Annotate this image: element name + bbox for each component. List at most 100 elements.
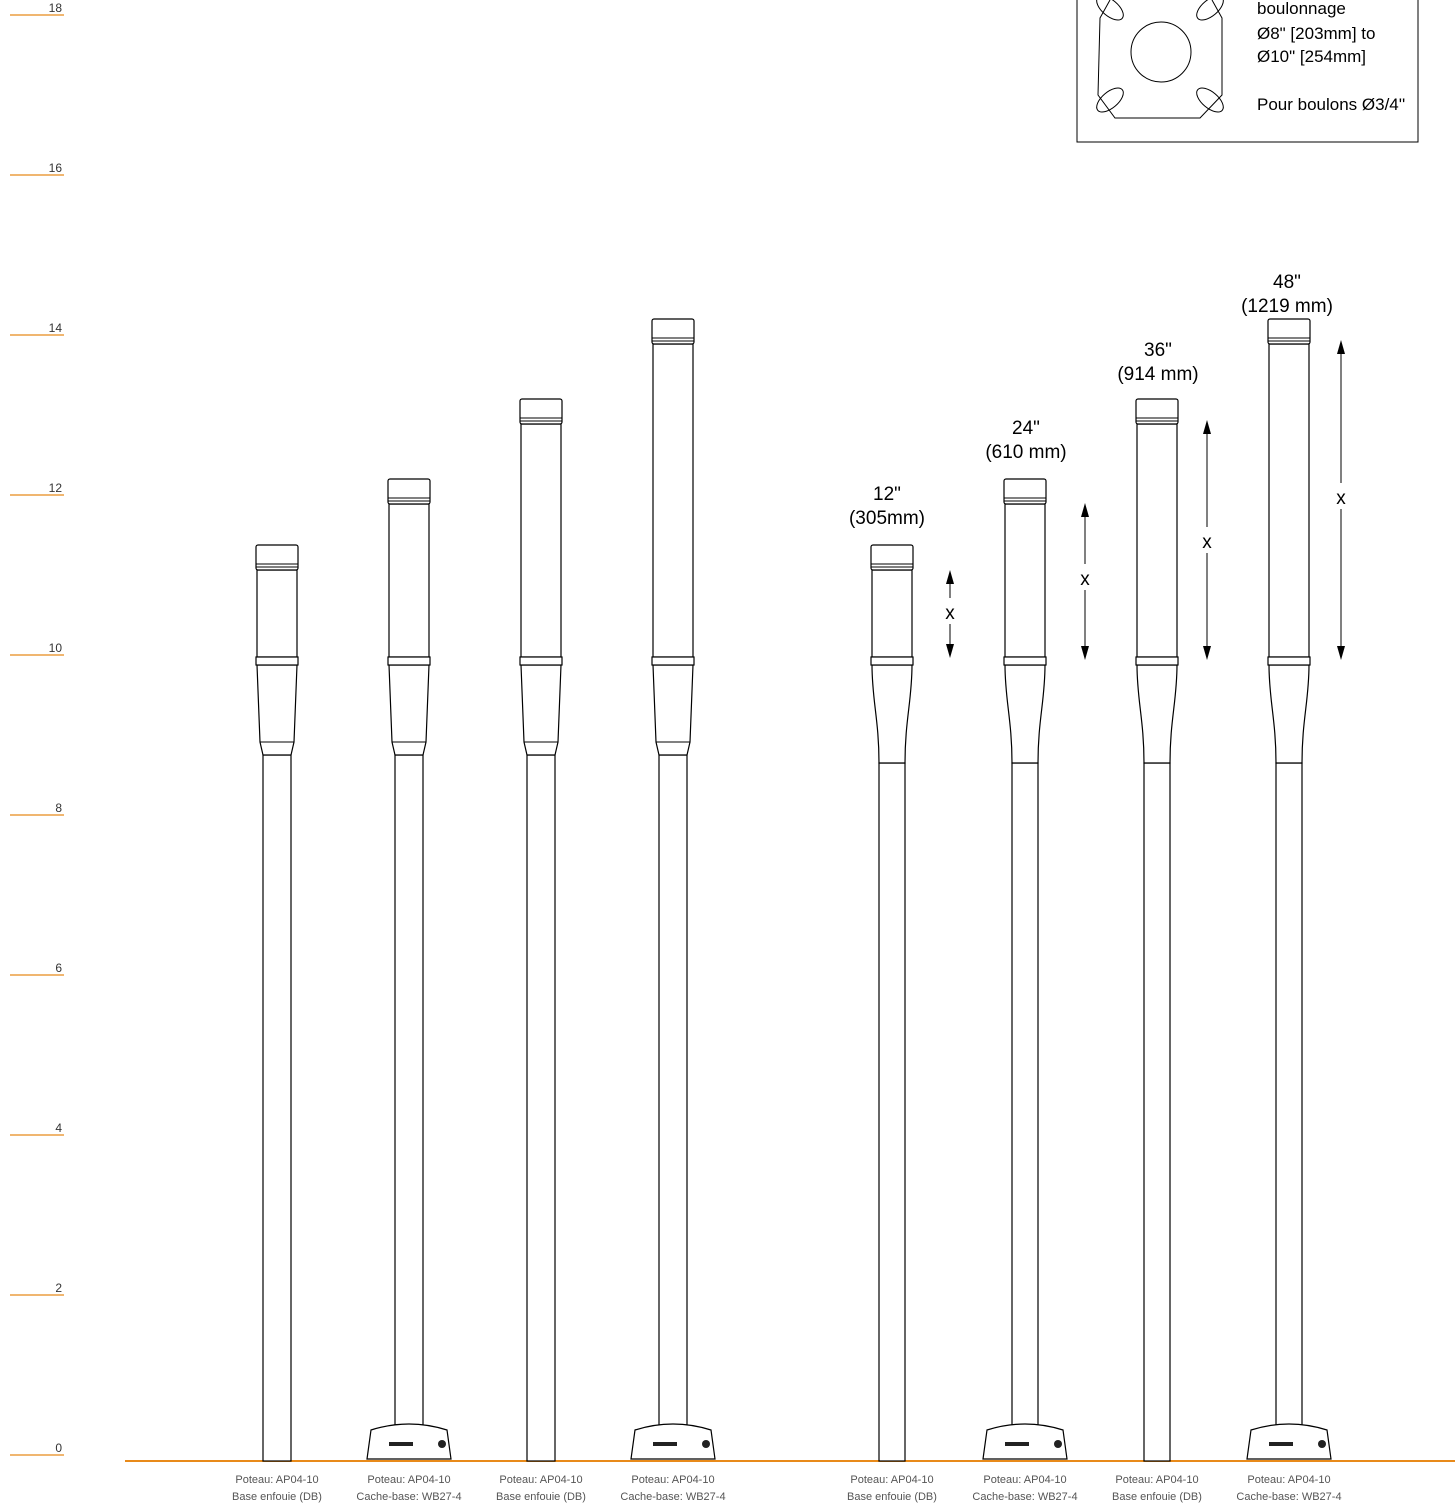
caption: Cache-base: WB27-4 — [620, 1491, 725, 1503]
taper — [1004, 664, 1046, 764]
dimension-mark: x — [945, 603, 955, 624]
cover-base — [366, 1423, 452, 1460]
band — [1267, 656, 1311, 666]
scale-label: 16 — [49, 161, 63, 175]
lower-tube — [1143, 762, 1171, 1462]
scale-label: 8 — [55, 801, 62, 815]
scale-label: 10 — [49, 641, 63, 655]
dimension-mm: (305mm) — [849, 508, 925, 529]
caption: Poteau: AP04-10 — [983, 1474, 1066, 1486]
band — [1135, 656, 1179, 666]
cap — [387, 478, 431, 505]
scale-label: 2 — [55, 1281, 62, 1295]
cover-base — [1246, 1423, 1332, 1460]
lower-tube — [526, 754, 556, 1462]
band — [255, 656, 299, 666]
cover-base — [630, 1423, 716, 1460]
base-button — [702, 1440, 710, 1448]
arrow-head — [1203, 646, 1211, 660]
pole — [366, 478, 452, 1460]
dimension-inches: 12" — [873, 484, 901, 505]
dimension-mm: (1219 mm) — [1241, 296, 1333, 317]
arrow-head — [1337, 340, 1345, 354]
arrow-head — [946, 570, 954, 584]
base-button — [438, 1440, 446, 1448]
base-plate — [1097, 0, 1223, 119]
dimension-mark: x — [1336, 488, 1346, 509]
bolt-slot — [1196, 0, 1224, 21]
pole — [255, 544, 299, 1462]
note-line: boulonnage — [1257, 0, 1346, 18]
upper-tube — [388, 503, 430, 658]
pole — [630, 318, 716, 1460]
bolt-slot — [1096, 87, 1124, 113]
dimension-inches: 36" — [1144, 340, 1172, 361]
pole — [1246, 318, 1332, 1460]
dimension-mark: x — [1202, 532, 1212, 553]
note-line: Ø10" [254mm] — [1257, 47, 1366, 66]
caption: Base enfouie (DB) — [1112, 1491, 1202, 1503]
caption: Poteau: AP04-10 — [367, 1474, 450, 1486]
arrow-head — [946, 644, 954, 658]
base-logo — [1005, 1442, 1029, 1446]
note-box — [1076, 0, 1419, 143]
taper — [1268, 664, 1310, 764]
caption: Base enfouie (DB) — [847, 1491, 937, 1503]
base-logo — [653, 1442, 677, 1446]
lower-tube — [658, 754, 688, 1426]
lower-tube — [262, 754, 292, 1462]
pole — [519, 398, 563, 1462]
cover-base — [982, 1423, 1068, 1460]
lower-tube — [1275, 762, 1303, 1426]
upper-tube — [1004, 503, 1046, 658]
dimension-mm: (914 mm) — [1117, 364, 1198, 385]
taper — [871, 664, 913, 764]
dimension-inches: 24" — [1012, 418, 1040, 439]
pole — [982, 478, 1068, 1460]
scale-label: 6 — [55, 961, 62, 975]
upper-tube — [256, 569, 298, 658]
caption: Poteau: AP04-10 — [631, 1474, 714, 1486]
upper-tube — [871, 569, 913, 658]
lower-tube — [878, 762, 906, 1462]
upper-tube — [520, 423, 562, 658]
band — [519, 656, 563, 666]
dimension-mm: (610 mm) — [985, 442, 1066, 463]
pole — [870, 544, 914, 1462]
bolt-slot — [1096, 0, 1124, 21]
note-line: Ø8" [203mm] to — [1257, 24, 1375, 43]
scale-label: 18 — [49, 1, 63, 15]
center-hole — [1130, 21, 1192, 83]
upper-tube — [1268, 343, 1310, 658]
base-button — [1054, 1440, 1062, 1448]
arrow-head — [1337, 646, 1345, 660]
cap — [255, 544, 299, 571]
upper-tube — [652, 343, 694, 658]
lower-tube — [1011, 762, 1039, 1426]
taper — [1136, 664, 1178, 764]
upper-tube — [1136, 423, 1178, 658]
caption: Poteau: AP04-10 — [1115, 1474, 1198, 1486]
caption: Poteau: AP04-10 — [499, 1474, 582, 1486]
scale-label: 12 — [49, 481, 63, 495]
caption: Base enfouie (DB) — [496, 1491, 586, 1503]
scale-label: 14 — [49, 321, 63, 335]
caption: Poteau: AP04-10 — [850, 1474, 933, 1486]
lower-tube — [394, 754, 424, 1426]
dimension-inches: 48" — [1273, 272, 1301, 293]
caption: Poteau: AP04-10 — [235, 1474, 318, 1486]
base-logo — [389, 1442, 413, 1446]
bolt-note — [1076, 0, 1419, 143]
note-line: Pour boulons Ø3/4'' — [1257, 95, 1405, 114]
base-logo — [1269, 1442, 1293, 1446]
scale-label: 4 — [55, 1121, 62, 1135]
pole — [1135, 398, 1179, 1462]
cap — [1003, 478, 1047, 505]
scale-label: 0 — [55, 1441, 62, 1455]
band — [387, 656, 431, 666]
caption: Cache-base: WB27-4 — [356, 1491, 461, 1503]
cap — [1135, 398, 1179, 425]
arrow-head — [1081, 646, 1089, 660]
arrow-head — [1203, 420, 1211, 434]
